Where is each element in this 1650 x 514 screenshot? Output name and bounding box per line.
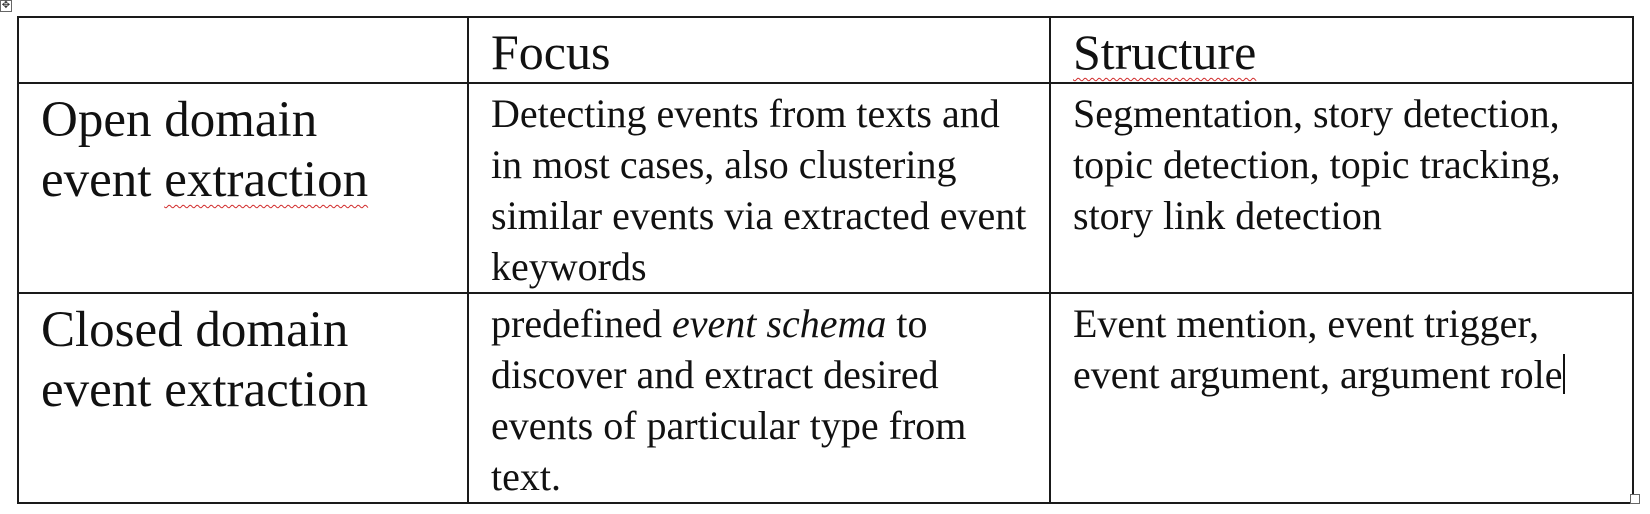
text-cursor-caret	[1563, 354, 1566, 394]
row-label-line2: event extraction	[41, 362, 369, 418]
row-label-line1: Closed domain	[41, 302, 349, 358]
header-focus-text: Focus	[491, 24, 611, 80]
header-structure-text: Structure	[1073, 24, 1257, 80]
table-header-row: Focus Structure	[17, 16, 1634, 84]
header-cell-structure[interactable]: Structure	[1049, 16, 1634, 84]
focus-text-italic: event schema	[672, 301, 887, 346]
row-label-line2-b: extraction	[164, 152, 369, 208]
focus-cell-open-domain[interactable]: Detecting events from texts and in most …	[467, 82, 1051, 294]
structure-cell-open-domain[interactable]: Segmentation, story detection, topic det…	[1049, 82, 1634, 294]
focus-text-closed-domain: predefined event schema to discover and …	[469, 294, 1049, 502]
header-cell-empty[interactable]	[17, 16, 469, 84]
header-empty-text	[19, 18, 467, 22]
structure-cell-closed-domain[interactable]: Event mention, event trigger, event argu…	[1049, 292, 1634, 504]
table-resize-handle-icon[interactable]	[1630, 494, 1640, 504]
row-label-line2-a: event	[41, 152, 165, 208]
focus-cell-closed-domain[interactable]: predefined event schema to discover and …	[467, 292, 1051, 504]
table-row: Closed domain event extraction predefine…	[17, 292, 1634, 504]
row-label-cell-closed-domain[interactable]: Closed domain event extraction	[17, 292, 469, 504]
focus-text-a: predefined	[491, 301, 673, 346]
focus-text-open-domain: Detecting events from texts and in most …	[491, 91, 1027, 289]
row-label-line1: Open domain	[41, 92, 318, 148]
document-table: Focus Structure Open domain event extrac…	[17, 16, 1634, 504]
focus-text-b: to discover and extract desired events o…	[491, 301, 967, 499]
structure-text-closed-domain: Event mention, event trigger, event argu…	[1073, 301, 1563, 397]
row-label-cell-open-domain[interactable]: Open domain event extraction	[17, 82, 469, 294]
table-move-handle-icon[interactable]: ✥	[0, 0, 12, 12]
header-cell-focus[interactable]: Focus	[467, 16, 1051, 84]
table-row: Open domain event extraction Detecting e…	[17, 82, 1634, 294]
structure-text-open-domain: Segmentation, story detection, topic det…	[1073, 91, 1561, 238]
